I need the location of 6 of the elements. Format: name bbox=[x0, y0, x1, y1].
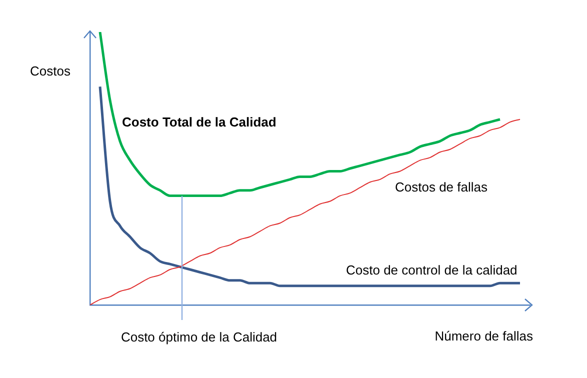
text: Costo óptimo de la Calidad bbox=[120, 330, 278, 345]
series-label: Costos de fallas bbox=[395, 180, 488, 195]
series-label: Costo Total de la Calidad bbox=[122, 114, 276, 130]
y-axis-title: Costos bbox=[30, 64, 71, 79]
x-axis-title: Número de fallas bbox=[434, 328, 534, 344]
series-label: Costo de control de la calidad bbox=[346, 262, 518, 278]
